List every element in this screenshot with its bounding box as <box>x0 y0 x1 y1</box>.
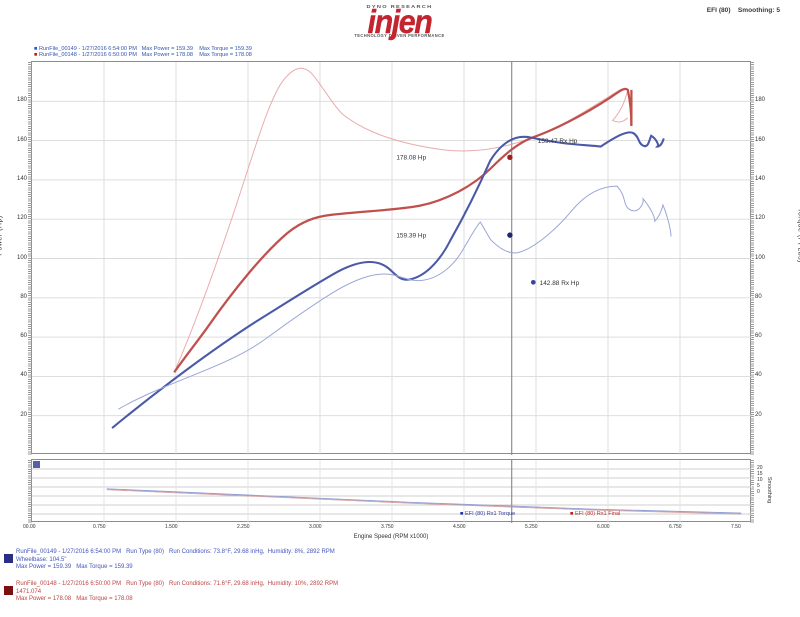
svg-text:142.88 Rx Hp: 142.88 Rx Hp <box>540 280 580 287</box>
svg-text:159.47 Rx Hp: 159.47 Rx Hp <box>538 138 578 145</box>
svg-text:178.08 Hp: 178.08 Hp <box>396 155 426 162</box>
svg-text:159.39 Hp: 159.39 Hp <box>396 232 426 239</box>
